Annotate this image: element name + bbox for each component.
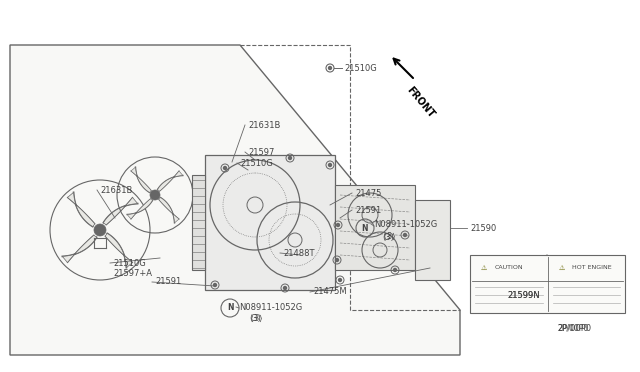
Text: CAUTION: CAUTION [495,265,524,270]
Text: 21475: 21475 [355,189,381,198]
Text: 21488T: 21488T [283,248,314,257]
Polygon shape [205,155,335,290]
Circle shape [289,157,291,160]
Polygon shape [105,233,132,268]
Polygon shape [157,171,183,191]
Text: 21597+A: 21597+A [113,269,152,279]
Text: N: N [362,224,368,232]
Text: (3): (3) [382,232,394,241]
Text: 2P/00P0: 2P/00P0 [557,324,591,333]
Text: N: N [227,304,233,312]
Text: 21591: 21591 [355,205,381,215]
Circle shape [337,224,339,227]
Text: 21510G: 21510G [344,64,377,73]
Text: ⟨3⟩: ⟨3⟩ [248,314,262,323]
Text: 21597: 21597 [248,148,275,157]
Text: 21591: 21591 [155,278,181,286]
Polygon shape [415,200,450,280]
Circle shape [223,167,227,170]
Text: (3): (3) [249,314,261,324]
Text: 21475M: 21475M [313,288,347,296]
Polygon shape [104,198,138,225]
Circle shape [335,259,339,262]
Text: 21510G: 21510G [240,158,273,167]
Polygon shape [127,199,152,219]
Text: 21599N: 21599N [507,292,540,301]
Text: 21599N: 21599N [507,292,540,301]
Polygon shape [159,198,179,223]
Circle shape [150,190,160,200]
Circle shape [394,269,397,272]
Polygon shape [67,192,95,227]
Text: N08911-1052G: N08911-1052G [374,219,437,228]
Polygon shape [62,235,97,263]
Circle shape [403,234,406,237]
Text: 21631B: 21631B [248,121,280,129]
Text: 21590: 21590 [470,224,496,232]
Polygon shape [10,45,460,355]
Text: N08911-1052G: N08911-1052G [239,302,302,311]
Circle shape [339,279,342,282]
Text: HOT ENGINE: HOT ENGINE [573,265,612,270]
Circle shape [94,224,106,236]
Polygon shape [335,185,415,270]
Polygon shape [131,167,151,192]
Text: ⚠: ⚠ [558,265,564,271]
Polygon shape [192,175,205,270]
Text: 21510G: 21510G [113,259,146,267]
Circle shape [284,286,287,289]
Text: 21631B: 21631B [100,186,132,195]
Text: 2P/00P0: 2P/00P0 [557,324,588,333]
Circle shape [214,283,216,286]
Text: ⚠: ⚠ [481,265,487,271]
Circle shape [328,67,332,70]
Circle shape [328,164,332,167]
FancyBboxPatch shape [470,255,625,313]
Text: FRONT: FRONT [405,85,436,120]
Text: ⟨3⟩: ⟨3⟩ [381,231,396,241]
